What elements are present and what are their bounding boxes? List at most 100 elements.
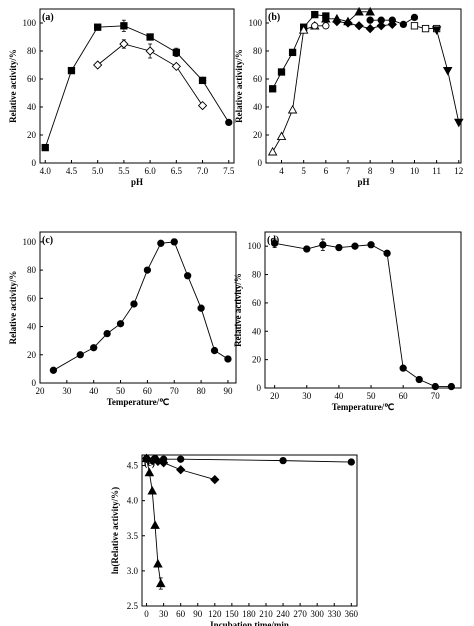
x-axis-title: Temperature/℃ xyxy=(332,402,395,412)
data-point xyxy=(319,241,327,249)
series-1 xyxy=(141,453,220,485)
x-tick-label: 40 xyxy=(89,386,99,396)
x-tick-label: 10 xyxy=(410,166,420,176)
data-point xyxy=(198,76,207,85)
x-tick-label: 240 xyxy=(276,609,290,619)
plot-frame xyxy=(264,231,462,389)
y-tick-label: 80 xyxy=(253,46,263,56)
x-tick-label: 50 xyxy=(367,391,377,401)
data-point xyxy=(367,241,375,249)
x-tick-label: 120 xyxy=(208,609,222,619)
x-tick-label: 8 xyxy=(368,166,373,176)
panel-label: (e) xyxy=(144,458,155,469)
data-point xyxy=(210,474,220,485)
y-tick-label: 0 xyxy=(32,158,37,168)
x-tick-label: 40 xyxy=(334,391,344,401)
data-point xyxy=(303,245,311,253)
data-point xyxy=(376,21,386,31)
y-axis-title: Relative activity/% xyxy=(233,273,243,347)
x-tick-label: 330 xyxy=(327,609,341,619)
chart-panel-e: 0 30 60 90 120 150 180 210 240 270 300 330 360 2.5 3.0… xyxy=(110,453,359,626)
data-point xyxy=(347,458,355,466)
series-0 xyxy=(49,238,232,374)
x-tick-label: 270 xyxy=(293,609,307,619)
series-line xyxy=(436,29,460,123)
y-tick-label: 20 xyxy=(27,350,37,360)
data-point xyxy=(279,456,287,465)
y-tick-label: 40 xyxy=(27,102,37,112)
data-point xyxy=(431,26,442,35)
panel-label: (a) xyxy=(42,12,54,23)
data-point xyxy=(383,249,391,257)
y-tick-label: 40 xyxy=(27,322,37,332)
x-tick-label: 6 xyxy=(324,166,329,176)
x-tick-label: 4.0 xyxy=(40,166,52,176)
data-point xyxy=(225,118,233,127)
y-tick-label: 20 xyxy=(253,130,263,140)
data-point xyxy=(415,375,423,384)
series-line xyxy=(274,242,452,388)
data-point xyxy=(288,48,297,57)
chart-panel-a: 4.0 4.5 5.0 5.5 6.0 6.5 7.0 7.5 0 20 40 60 80 100 pH Re… xyxy=(8,8,235,187)
data-point xyxy=(277,68,286,76)
y-tick-label: 20 xyxy=(252,355,262,365)
x-tick-label: 180 xyxy=(242,609,256,619)
data-point xyxy=(270,239,279,247)
plot-frame xyxy=(39,231,237,384)
data-point xyxy=(343,18,353,28)
data-point xyxy=(130,300,138,308)
data-point xyxy=(410,22,419,30)
x-tick-label: 20 xyxy=(270,391,280,401)
series-5 xyxy=(366,13,419,29)
y-tick-label: 4.5 xyxy=(127,461,139,471)
y-tick-label: 100 xyxy=(248,241,262,251)
data-point xyxy=(351,242,359,250)
y-tick-label: 4.0 xyxy=(127,496,139,506)
data-point xyxy=(354,21,364,31)
y-tick-label: 20 xyxy=(27,130,37,140)
data-point xyxy=(93,60,103,70)
data-point xyxy=(399,20,408,29)
data-point xyxy=(144,467,155,477)
x-tick-label: 30 xyxy=(302,391,312,401)
data-point xyxy=(141,453,152,463)
data-point xyxy=(298,25,309,34)
x-axis-title: pH xyxy=(357,177,369,187)
data-point xyxy=(210,346,219,355)
x-tick-label: 150 xyxy=(225,609,239,619)
data-point xyxy=(103,329,111,338)
plot-frame xyxy=(39,8,235,164)
x-tick-label: 50 xyxy=(116,386,126,396)
y-tick-label: 80 xyxy=(27,46,37,56)
y-tick-label: 80 xyxy=(252,270,262,280)
data-point xyxy=(67,66,76,75)
data-point xyxy=(197,100,208,111)
data-point xyxy=(158,458,169,468)
data-point xyxy=(49,366,58,374)
data-point xyxy=(377,16,385,24)
y-tick-label: 0 xyxy=(32,378,37,388)
x-tick-label: 5 xyxy=(301,166,306,176)
y-tick-label: 80 xyxy=(27,265,37,275)
data-point xyxy=(170,238,178,246)
y-tick-label: 100 xyxy=(249,18,263,28)
x-tick-label: 90 xyxy=(223,386,233,396)
data-point xyxy=(365,6,375,16)
plot-frame xyxy=(265,8,462,164)
x-tick-label: 60 xyxy=(143,386,153,396)
y-tick-label: 60 xyxy=(252,298,262,308)
x-tick-label: 210 xyxy=(259,609,273,619)
series-0 xyxy=(41,19,207,152)
x-axis-title: pH xyxy=(131,177,143,187)
data-point xyxy=(388,16,396,24)
y-axis-title: Relative activity/% xyxy=(234,49,244,123)
y-tick-label: 2.5 xyxy=(127,601,139,611)
data-point xyxy=(431,382,439,391)
y-axis-title: Relative activity/% xyxy=(8,49,18,123)
y-axis-title: ln(Relative activity/%) xyxy=(110,487,120,574)
x-tick-label: 7.0 xyxy=(197,166,209,176)
y-tick-label: 3.5 xyxy=(127,531,139,541)
data-point xyxy=(197,304,205,312)
x-tick-label: 7 xyxy=(346,166,351,176)
y-tick-label: 3.0 xyxy=(127,566,139,576)
